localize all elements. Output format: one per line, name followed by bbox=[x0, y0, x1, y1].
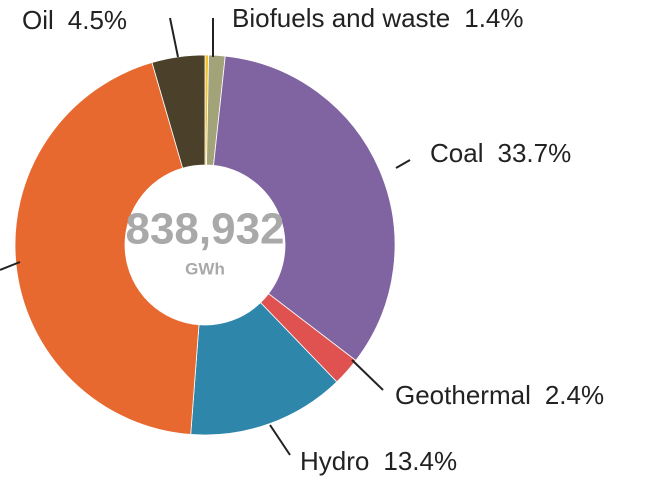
slice-value: 2.4% bbox=[545, 380, 604, 410]
slice-name: Biofuels and waste bbox=[232, 3, 450, 33]
center-unit: GWh bbox=[185, 259, 225, 278]
leader-line bbox=[395, 159, 411, 169]
slice-name: Hydro bbox=[300, 446, 369, 476]
slice-label: Geothermal 2.4% bbox=[395, 380, 604, 410]
slice-label: Biofuels and waste 1.4% bbox=[232, 3, 524, 33]
slice-value: 33.7% bbox=[497, 138, 571, 168]
slice-value: 1.4% bbox=[464, 3, 523, 33]
slice-label: Hydro 13.4% bbox=[300, 446, 457, 476]
slice-label: Oil 4.5% bbox=[22, 5, 127, 35]
slice bbox=[14, 62, 200, 435]
center-total: 838,932 bbox=[125, 205, 284, 254]
leader-line bbox=[0, 261, 21, 271]
labels: Biofuels and waste 1.4% Coal 33.7% Geotherma… bbox=[0, 3, 604, 476]
slice-value: 13.4% bbox=[383, 446, 457, 476]
slice bbox=[213, 55, 396, 362]
slice-name: Oil bbox=[22, 5, 54, 35]
slice-label: Coal 33.7% bbox=[430, 138, 571, 168]
slices bbox=[14, 54, 396, 436]
leader-line bbox=[351, 359, 384, 391]
slice-name: Geothermal bbox=[395, 380, 531, 410]
leader-line bbox=[169, 17, 179, 58]
leader-line bbox=[269, 424, 291, 456]
slice-name: Coal bbox=[430, 138, 483, 168]
slice bbox=[151, 54, 206, 169]
slice-value: 4.5% bbox=[68, 5, 127, 35]
